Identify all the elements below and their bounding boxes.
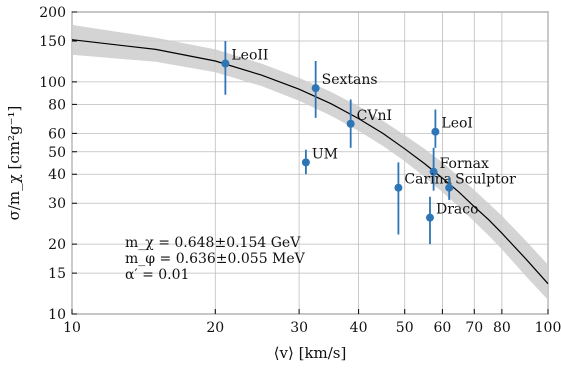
- point-label: Fornax: [440, 156, 489, 172]
- y-tick-label: 100: [39, 75, 66, 91]
- x-tick-label: 20: [206, 320, 224, 336]
- point-label: LeoI: [441, 116, 473, 132]
- annotation-m-phi: m_φ = 0.636±0.055 MeV: [125, 251, 306, 267]
- y-tick-label: 30: [48, 196, 66, 212]
- x-tick-label: 10: [63, 320, 81, 336]
- x-tick-label: 60: [433, 320, 451, 336]
- y-tick-label: 60: [48, 126, 66, 142]
- annotation-alpha: α′ = 0.01: [125, 267, 189, 283]
- y-tick-label: 50: [48, 145, 66, 161]
- x-tick-label: 80: [493, 320, 511, 336]
- data-point: [346, 119, 355, 128]
- x-tick-label: 50: [396, 320, 414, 336]
- point-label: UM: [312, 146, 338, 162]
- y-axis-title: σ/m_χ [cm²g⁻¹]: [5, 106, 23, 221]
- point-label: Draco: [436, 202, 479, 218]
- data-point: [221, 59, 230, 68]
- data-point: [311, 84, 320, 93]
- data-point: [425, 213, 434, 222]
- confidence-band: [72, 24, 548, 300]
- grid-lines: [71, 11, 549, 315]
- x-axis-title: ⟨v⟩ [km/s]: [274, 344, 347, 362]
- fit-curve-line: [71, 39, 549, 285]
- point-label: LeoII: [231, 47, 268, 63]
- data-point: [394, 183, 403, 192]
- point-label: CVnI: [357, 108, 392, 124]
- data-point: [431, 127, 440, 136]
- x-tick-label: 70: [465, 320, 483, 336]
- annotation-m-chi: m_χ = 0.648±0.154 GeV: [125, 235, 301, 251]
- point-label: Carina: [404, 172, 452, 188]
- x-tick-label: 100: [535, 320, 561, 336]
- x-tick-label: 40: [350, 320, 368, 336]
- y-tick-label: 20: [48, 237, 66, 253]
- confidence-band-area: [72, 24, 548, 300]
- y-tick-label: 40: [48, 167, 66, 183]
- point-label: Sculptor: [455, 172, 516, 188]
- point-label: Sextans: [322, 72, 378, 88]
- y-tick-label: 150: [39, 34, 66, 50]
- data-point: [445, 183, 454, 192]
- fit-curve: [71, 39, 549, 285]
- y-tick-label: 10: [48, 307, 66, 323]
- data-point: [301, 158, 310, 167]
- y-tick-label: 15: [48, 266, 66, 282]
- x-tick-label: 30: [290, 320, 308, 336]
- axis-ticks: 10 20 30 40 50 60 70 80 100 10 15 20 30 40 50 60 80 100 15…: [39, 5, 561, 336]
- data-point: [429, 167, 438, 176]
- y-tick-label: 200: [39, 5, 66, 21]
- y-tick-label: 80: [48, 97, 66, 113]
